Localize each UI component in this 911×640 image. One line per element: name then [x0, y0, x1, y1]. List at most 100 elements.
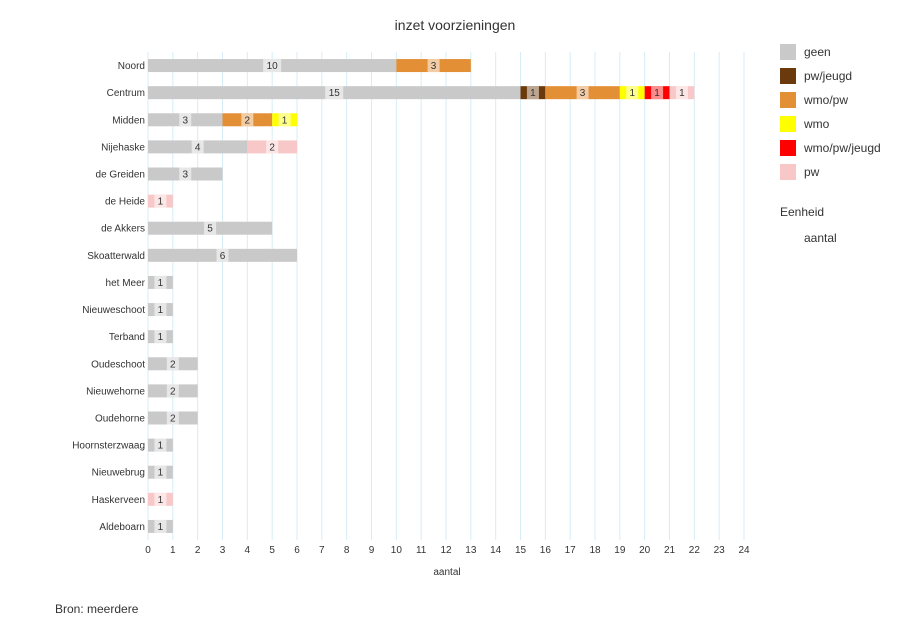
data-label: 2 [170, 414, 176, 425]
x-tick-label: 13 [465, 545, 477, 556]
data-label: 3 [182, 170, 188, 181]
y-tick-label: Oudehorne [95, 414, 145, 425]
x-tick-label: 20 [639, 545, 651, 556]
legend-label: wmo/pw [803, 93, 848, 107]
data-label-bg [204, 221, 217, 235]
x-tick-label: 21 [664, 545, 676, 556]
y-tick-label: Noord [118, 61, 145, 72]
y-tick-label: Skoatterwald [87, 251, 145, 262]
x-tick-label: 1 [170, 545, 176, 556]
data-label-bg [179, 167, 192, 181]
x-tick-label: 22 [689, 545, 701, 556]
data-label: 2 [269, 142, 275, 153]
legend-label: wmo [803, 117, 830, 131]
x-tick-label: 16 [540, 545, 552, 556]
x-tick-label: 9 [369, 545, 375, 556]
data-label-bg [154, 303, 167, 317]
data-label-bg [626, 86, 639, 100]
data-label: 3 [182, 115, 188, 126]
legend-swatch [780, 140, 796, 156]
y-tick-label: Terband [109, 332, 145, 343]
data-label-bg [241, 113, 254, 127]
data-label-bg [154, 519, 167, 533]
data-label: 1 [158, 305, 164, 316]
data-label: 1 [282, 115, 288, 126]
x-tick-label: 3 [220, 545, 226, 556]
x-tick-label: 19 [614, 545, 626, 556]
data-label-bg [325, 86, 344, 100]
data-label: 1 [158, 468, 164, 479]
chart-title: inzet voorzieningen [395, 17, 516, 33]
data-label-bg [154, 438, 167, 452]
y-tick-label: de Akkers [101, 224, 145, 235]
data-label-bg [166, 357, 179, 371]
data-label: 3 [431, 61, 437, 72]
y-tick-label: Oudeschoot [91, 359, 145, 370]
data-label-bg [179, 113, 192, 127]
legend-label: geen [804, 45, 831, 59]
x-tick-label: 18 [589, 545, 601, 556]
y-tick-label: Nieuwehorne [86, 386, 145, 397]
data-label: 1 [654, 88, 660, 99]
data-label: 1 [530, 88, 536, 99]
legend-label: pw [804, 165, 820, 179]
data-label: 1 [158, 495, 164, 506]
x-tick-label: 2 [195, 545, 201, 556]
x-tick-label: 0 [145, 545, 151, 556]
data-label-bg [526, 86, 539, 100]
data-label: 5 [207, 224, 213, 235]
x-tick-label: 12 [440, 545, 452, 556]
x-tick-label: 6 [294, 545, 300, 556]
data-label-bg [191, 140, 204, 154]
legend-label: pw/jeugd [804, 69, 852, 83]
y-tick-label: de Greiden [96, 170, 145, 181]
x-tick-label: 7 [319, 545, 325, 556]
data-label: 2 [245, 115, 251, 126]
x-tick-label: 24 [738, 545, 750, 556]
data-label-bg [154, 492, 167, 506]
data-label: 1 [158, 332, 164, 343]
x-tick-label: 5 [269, 545, 275, 556]
data-label: 6 [220, 251, 226, 262]
x-tick-label: 14 [490, 545, 502, 556]
y-tick-label: het Meer [106, 278, 146, 289]
y-tick-label: Haskerveen [92, 495, 145, 506]
data-label-bg [278, 113, 291, 127]
data-label: 2 [170, 386, 176, 397]
data-label-bg [263, 59, 282, 73]
data-label-bg [154, 465, 167, 479]
data-label-bg [166, 411, 179, 425]
data-label-bg [154, 275, 167, 289]
data-label: 10 [267, 61, 279, 72]
y-tick-label: Midden [112, 115, 145, 126]
data-label: 2 [170, 359, 176, 370]
y-tick-label: Nijehaske [101, 142, 145, 153]
data-label-bg [576, 86, 589, 100]
data-label: 4 [195, 142, 201, 153]
x-tick-label: 23 [714, 545, 726, 556]
legend-swatch [780, 68, 796, 84]
data-label-bg [166, 384, 179, 398]
data-label: 1 [679, 88, 685, 99]
data-label: 1 [158, 278, 164, 289]
legend-label: wmo/pw/jeugd [803, 141, 881, 155]
data-label: 1 [158, 522, 164, 533]
data-label-bg [427, 59, 440, 73]
x-axis-label: aantal [433, 567, 460, 578]
data-label-bg [216, 248, 229, 262]
grid [147, 52, 745, 540]
y-tick-label: Hoornsterzwaag [72, 441, 145, 452]
legend-heading: Eenheid [780, 205, 824, 219]
data-label: 1 [158, 197, 164, 208]
y-tick-label: Centrum [107, 88, 145, 99]
data-label-bg [154, 194, 167, 208]
source-note: Bron: meerdere [55, 602, 139, 616]
legend-swatch [780, 116, 796, 132]
legend-swatch [780, 164, 796, 180]
x-tick-label: 4 [245, 545, 251, 556]
legend-swatch [780, 44, 796, 60]
x-tick-label: 10 [391, 545, 403, 556]
y-tick-label: Aldeboarn [99, 522, 145, 533]
x-axis: 0 1 2 3 4 5 6 7 8 9 10 11 12 13 14 15 16 17 18 19 20 21 22 23 24 [145, 545, 750, 556]
